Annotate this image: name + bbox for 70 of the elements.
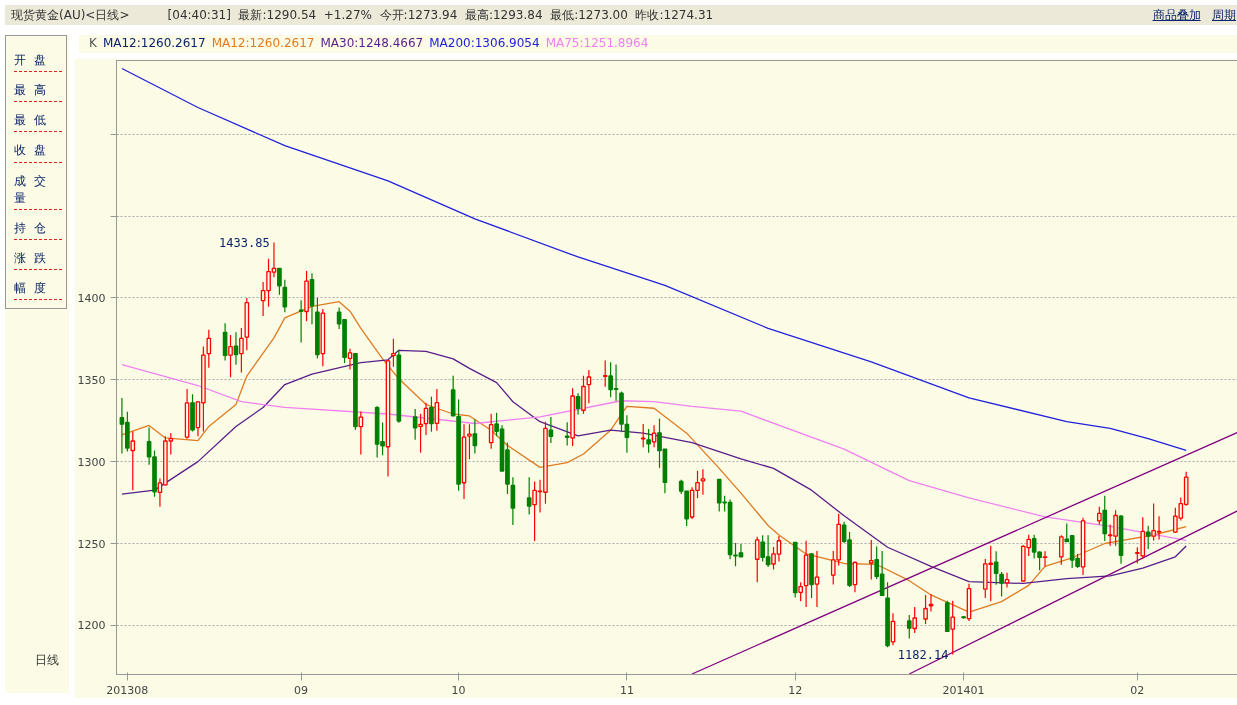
x-tick-label: 02 <box>1130 683 1145 697</box>
candlestick <box>999 571 1004 598</box>
candlestick <box>1042 550 1048 568</box>
candlestick <box>429 396 434 433</box>
line-series <box>121 301 1187 613</box>
candlestick <box>564 421 570 447</box>
candlestick <box>1102 495 1108 542</box>
y-tick-label: 1300 <box>77 455 106 469</box>
candlestick <box>277 267 282 296</box>
candlestick <box>798 581 804 602</box>
candlestick <box>1145 525 1151 550</box>
candlestick <box>282 279 288 313</box>
candlestick <box>228 334 233 378</box>
x-tick-label: 10 <box>451 683 466 697</box>
candlestick <box>912 606 918 634</box>
line-series <box>121 349 1187 585</box>
y-tick-label: 1350 <box>77 373 106 387</box>
candlestick <box>814 550 820 608</box>
candlestick <box>923 594 928 625</box>
line-series <box>121 67 1187 451</box>
text: 收盘 <box>14 140 62 163</box>
candlestick <box>467 423 472 460</box>
candlestick <box>130 430 136 491</box>
annotation: 1182.14 <box>897 648 949 663</box>
text: 周期 <box>1212 8 1236 22</box>
candlestick <box>548 416 554 444</box>
text: MA30:1248.4667 <box>320 35 424 52</box>
text: 日线 <box>35 651 59 669</box>
candlestick <box>906 614 912 640</box>
text: 最低 <box>14 110 62 133</box>
text: MA200:1306.9054 <box>429 35 540 52</box>
candlestick <box>239 327 244 374</box>
candlestick <box>298 299 304 344</box>
candlestick <box>868 539 874 581</box>
candlestick <box>358 410 364 456</box>
candlestick <box>581 375 586 415</box>
candlestick <box>754 536 760 583</box>
candlestick <box>526 476 532 516</box>
y-tick-label: 1400 <box>77 291 106 305</box>
text: 成交量 <box>14 170 62 210</box>
x-tick-label: 201401 <box>942 683 985 697</box>
candlestick <box>418 413 423 454</box>
candlestick <box>640 423 646 448</box>
candlestick <box>391 338 396 368</box>
text: 涨跌 <box>14 247 62 271</box>
text: 最高 <box>14 80 62 103</box>
x-tick-label: 12 <box>788 683 803 697</box>
text: K <box>89 35 97 52</box>
line-series <box>121 363 1187 542</box>
candlestick <box>646 428 651 454</box>
candlestick <box>1058 534 1064 566</box>
candlestick <box>586 369 592 404</box>
text: 商品叠加 <box>1152 8 1201 22</box>
text: 持仓 <box>14 217 62 240</box>
text: 幅度 <box>14 278 62 301</box>
annotation: 1433.85 <box>219 235 270 250</box>
text: MA75:1251.8964 <box>545 35 649 52</box>
x-tick-label: 11 <box>619 683 634 697</box>
candlestick <box>347 348 353 371</box>
text: MA12:1260.2617 <box>102 35 206 52</box>
text: 开盘 <box>14 50 62 73</box>
x-tick-label: 09 <box>294 683 309 697</box>
y-tick-label: 1250 <box>77 537 106 551</box>
text: MA12:1260.2617 <box>211 35 315 52</box>
candlestick <box>602 359 608 388</box>
candlestick <box>950 600 956 656</box>
candlestick <box>206 329 212 369</box>
x-tick-label: 201308 <box>106 683 149 697</box>
y-tick-label: 1200 <box>77 619 106 633</box>
chart-title: 现货黄金(AU)<日线> [04:40:31] 最新:1290.54 +1.27% 今开:1273.94 最高:1293.84 最低:1273.00 昨收:1274.31 <box>11 8 714 22</box>
